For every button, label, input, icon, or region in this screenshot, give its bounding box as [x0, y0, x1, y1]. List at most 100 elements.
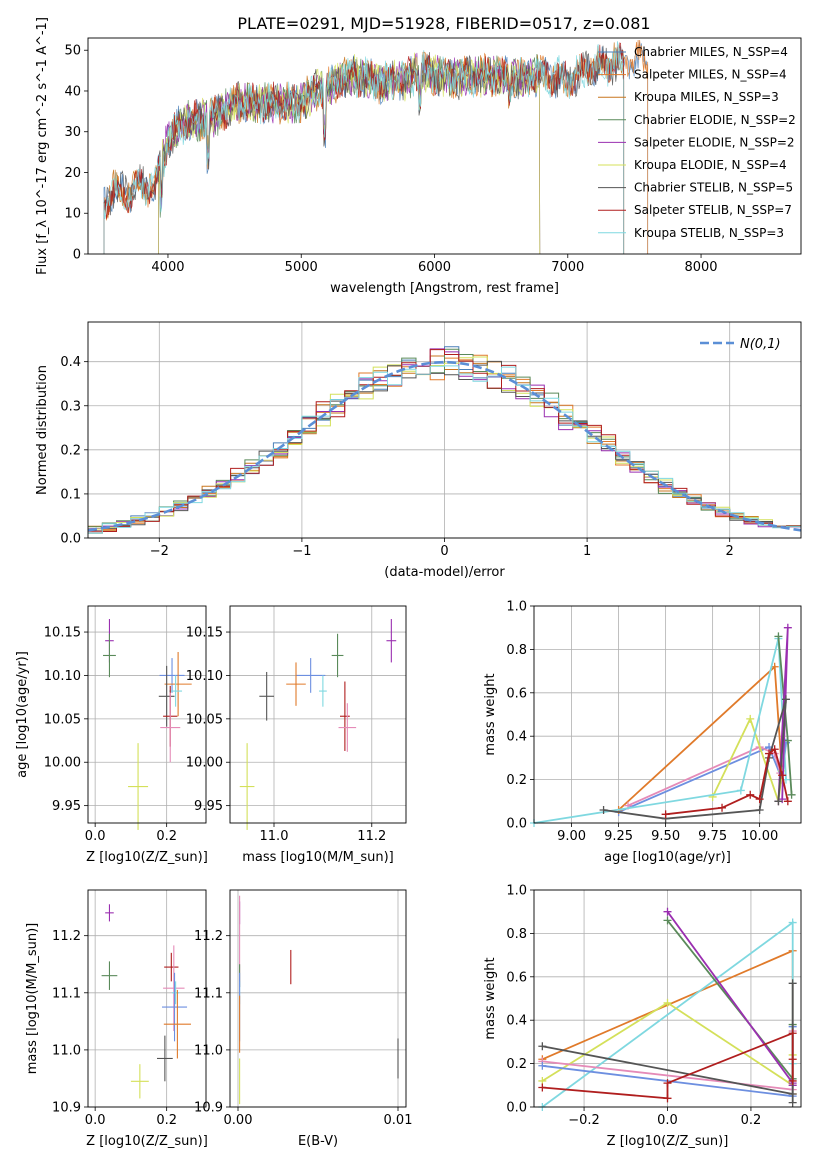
y-axis-label: mass weight — [483, 673, 498, 755]
axes-age-vs-z: 0.0 0.2 9.95 10.00 10.05 10.10 10.15 Z [log10(Z… — [15, 605, 208, 865]
y-tick-label: 11.1 — [194, 986, 223, 1001]
weight-marker — [755, 795, 764, 804]
weight-marker — [755, 805, 764, 814]
weight-marker — [778, 771, 787, 780]
x-axis-label: age [log10(age/yr)] — [604, 850, 731, 865]
axes-frame — [87, 37, 802, 255]
y-tick-label: 0.1 — [60, 487, 81, 502]
x-axis-label: Z [log10(Z/Z_sun)] — [607, 1134, 729, 1149]
x-tick-label: 0.2 — [741, 1113, 762, 1128]
axes-frame — [533, 889, 802, 1108]
y-tick-label: 0.6 — [506, 970, 527, 985]
y-tick-label: 0 — [73, 248, 81, 263]
y-tick-label: 11.0 — [52, 1043, 81, 1058]
weight-marker — [783, 736, 792, 745]
y-tick-label: 0.2 — [60, 443, 81, 458]
weight-line — [711, 716, 784, 802]
weight-marker — [765, 749, 774, 758]
weight-marker — [663, 998, 672, 1007]
x-tick-label: 0.2 — [156, 829, 177, 844]
y-tick-label: 10.10 — [186, 669, 223, 684]
x-axis-label: Z [log10(Z/Z_sun)] — [86, 850, 208, 865]
axes-frame — [533, 605, 802, 824]
x-tick-label: −0.2 — [568, 1113, 600, 1128]
x-tick-label: 1 — [583, 544, 591, 559]
y-tick-label: 10.9 — [52, 1101, 81, 1116]
legend-label: Chabrier MILES, N_SSP=4 — [634, 45, 788, 59]
y-tick-label: 0.8 — [506, 927, 527, 942]
x-tick-label: 10.00 — [741, 829, 778, 844]
weight-marker — [788, 918, 797, 927]
y-tick-label: 0.3 — [60, 399, 81, 414]
weight-marker — [661, 810, 670, 819]
legend-label: N(0,1) — [740, 337, 781, 352]
x-tick-label: 9.00 — [557, 829, 586, 844]
legend-label: Kroupa ELODIE, N_SSP=4 — [634, 158, 787, 172]
x-tick-label: 2 — [726, 544, 734, 559]
x-tick-label: 9.75 — [698, 829, 727, 844]
y-tick-label: 0.4 — [506, 730, 527, 745]
weight-marker — [746, 790, 755, 799]
weight-marker — [663, 916, 672, 925]
weight-marker — [770, 745, 779, 754]
weight-line — [665, 747, 789, 816]
weight-marker — [774, 632, 783, 641]
x-tick-label: 0 — [440, 544, 448, 559]
x-tick-label: 7000 — [551, 260, 584, 275]
x-axis-label: (data-model)/error — [384, 565, 505, 580]
axes-mass-vs-z: 0.0 0.2 10.9 11.0 11.1 11.2 Z [log10(Z/Z_sun)]… — [25, 889, 208, 1149]
weight-line — [603, 699, 787, 820]
x-tick-label: 11.0 — [260, 829, 289, 844]
weight-line — [533, 638, 787, 824]
y-tick-label: 10.9 — [194, 1101, 223, 1116]
axes-frame — [87, 605, 207, 824]
x-tick-label: 0.0 — [657, 1113, 678, 1128]
x-tick-label: 0.2 — [156, 1113, 177, 1128]
weight-marker — [538, 1061, 547, 1070]
y-tick-label: 9.95 — [52, 799, 81, 814]
axes-frame — [87, 889, 207, 1108]
axes-frame — [87, 321, 802, 539]
y-tick-label: 30 — [64, 125, 81, 140]
histogram-series — [88, 356, 801, 530]
y-tick-label: 0.4 — [506, 1014, 527, 1029]
y-tick-label: 0.0 — [60, 532, 81, 547]
weight-marker — [663, 907, 672, 916]
axes-frame — [229, 889, 407, 1108]
x-tick-label: 0.01 — [384, 1113, 413, 1128]
axes-weight-vs-age: 9.00 9.25 9.50 9.75 10.00 0.0 0.2 0.4 0.6 0.8 1.0 a… — [483, 600, 802, 865]
histogram-series — [88, 348, 801, 528]
normal-curve — [87, 360, 802, 532]
x-axis-label: E(B-V) — [298, 1134, 338, 1149]
y-tick-label: 10.00 — [44, 756, 81, 771]
y-axis-label: mass weight — [483, 957, 498, 1039]
y-tick-label: 0.0 — [506, 817, 527, 832]
y-tick-label: 1.0 — [506, 600, 527, 615]
y-tick-label: 10.15 — [44, 626, 81, 641]
weight-line — [666, 911, 794, 1086]
weight-marker — [788, 1098, 797, 1107]
weight-marker — [787, 790, 796, 799]
x-tick-label: 9.25 — [604, 829, 633, 844]
weight-marker — [736, 786, 745, 795]
axes-age-vs-mass: 11.0 11.2 9.95 10.00 10.05 10.10 10.15 mass [lo… — [186, 605, 407, 865]
axes-residuals: −2 −1 0 1 2 0.0 0.1 0.2 0.3 0.4 (data-model)/error… — [35, 321, 802, 580]
y-tick-label: 0.4 — [60, 355, 81, 370]
weight-marker — [783, 797, 792, 806]
histogram-series — [88, 360, 801, 532]
x-tick-label: 6000 — [418, 260, 451, 275]
y-tick-label: 10 — [64, 207, 81, 222]
y-tick-label: 11.2 — [52, 929, 81, 944]
axes-frame — [229, 605, 407, 824]
y-tick-label: 0.2 — [506, 773, 527, 788]
y-axis-label: Normed distribution — [35, 365, 50, 495]
axes-spectrum: 4000 5000 6000 7000 8000 0 10 20 30 40 50 wavelengt… — [35, 17, 802, 296]
axes-weight-vs-z: −0.2 0.0 0.2 0.0 0.2 0.4 0.6 0.8 1.0 Z [log10(Z/Z… — [483, 884, 802, 1149]
x-axis-label: mass [log10(M/M_sun)] — [242, 850, 394, 865]
weight-marker — [663, 1079, 672, 1088]
y-tick-label: 11.0 — [194, 1043, 223, 1058]
y-tick-label: 10.05 — [44, 712, 81, 727]
y-tick-label: 10.15 — [186, 626, 223, 641]
x-tick-label: −2 — [150, 544, 169, 559]
y-axis-label: Flux [f_λ 10^-17 erg cm^-2 s^-1 A^-1] — [35, 17, 50, 275]
